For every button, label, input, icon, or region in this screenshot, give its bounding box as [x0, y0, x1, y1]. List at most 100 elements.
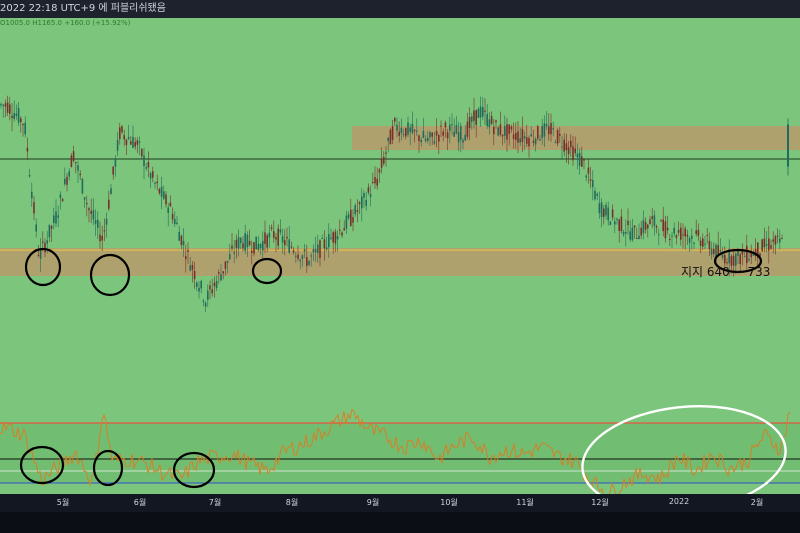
candle-body [644, 221, 647, 230]
candle-body [72, 151, 75, 161]
candle-body [301, 255, 304, 259]
price-low-circle [89, 253, 131, 297]
candle-body [288, 239, 290, 253]
candle-body [42, 241, 44, 243]
candle-body [629, 231, 631, 240]
candle-body [257, 243, 260, 251]
candle-body [354, 205, 356, 215]
candle-body [776, 235, 779, 237]
candle-body [145, 167, 147, 169]
candle-body [79, 173, 81, 176]
candle-body [528, 137, 530, 147]
x-tick-label: 7월 [208, 498, 222, 507]
candle-body [532, 141, 535, 143]
candle-body [750, 250, 752, 258]
candle-body [605, 204, 607, 216]
candle-body [515, 132, 517, 140]
candle-body [556, 129, 559, 144]
candle-body [702, 238, 704, 247]
candle-body [154, 182, 156, 184]
candle-body [182, 240, 185, 246]
candle-body [361, 196, 363, 209]
candle-body [237, 237, 240, 249]
candle-body [486, 114, 488, 126]
publish-info: 2022 22:18 UTC+9 에 퍼블리쉬됐음 [0, 3, 166, 14]
candle-body [508, 124, 510, 134]
candle-body [367, 187, 370, 193]
candle-body [116, 139, 119, 151]
candle-body [735, 253, 737, 266]
chart-area[interactable]: O1005.0 H1165.0 +160.0 (+15.92%) 지지 640 … [0, 18, 800, 512]
candle-body [431, 132, 433, 137]
candle-body [596, 193, 598, 196]
candle-body [2, 104, 4, 107]
candle-body [765, 244, 768, 246]
x-tick-label: 10월 [440, 498, 458, 507]
candle-body [334, 231, 337, 244]
candle-body [255, 236, 257, 250]
candle-body [112, 166, 114, 175]
candle-body [158, 189, 161, 194]
candle-body [385, 152, 387, 154]
candle-body [466, 121, 469, 137]
x-tick-label: 2022 [668, 497, 690, 506]
candle-body [275, 237, 277, 240]
candle-body [594, 191, 596, 200]
candle-body [517, 131, 519, 143]
price-low-circle [713, 248, 763, 274]
candle-body [739, 254, 741, 265]
candle-body [134, 141, 136, 147]
candle-body [565, 143, 568, 151]
candle-body [347, 214, 350, 219]
rsi-low-circle [172, 451, 216, 489]
candle-body [638, 235, 640, 240]
candle-body [743, 256, 746, 258]
candle-body [682, 234, 684, 236]
candle-body [757, 242, 759, 259]
candle-body [284, 240, 286, 246]
candle-body [4, 103, 7, 107]
candle-body [174, 218, 176, 225]
candle-body [581, 156, 583, 167]
candle-body [570, 140, 572, 148]
candle-body [53, 215, 55, 223]
candle-body [64, 178, 66, 185]
candle-body [479, 106, 482, 118]
candle-body [627, 220, 629, 226]
candle-body [114, 158, 117, 167]
candle-body [563, 139, 565, 152]
candle-body [391, 126, 394, 140]
candle-body [165, 194, 167, 205]
candle-body [235, 239, 238, 248]
candle-body [86, 203, 88, 205]
candle-body [356, 210, 359, 212]
candle-body [92, 210, 95, 220]
candle-body [68, 171, 70, 177]
candle-body [332, 232, 334, 243]
candle-body [442, 131, 444, 136]
candle-body [325, 247, 328, 250]
rsi-band-fill [0, 423, 800, 483]
candle-body [655, 226, 658, 228]
candle-body [526, 137, 528, 144]
candle-body [242, 243, 244, 249]
candle-body [662, 219, 664, 232]
candle-body [9, 104, 11, 114]
candle-body [103, 230, 106, 232]
candle-body [411, 123, 414, 133]
candle-body [752, 252, 755, 256]
candle-body [341, 232, 343, 236]
candle-body [55, 211, 57, 224]
candle-body [13, 113, 15, 120]
candle-body [251, 250, 253, 253]
candle-body [530, 134, 532, 137]
candle-body [473, 110, 475, 121]
candle-body [248, 240, 251, 246]
candle-body [559, 133, 561, 136]
candle-body [677, 229, 680, 233]
candle-body [273, 231, 275, 239]
candle-body [693, 242, 695, 244]
candle-body [433, 141, 436, 144]
candle-body [719, 249, 722, 252]
candle-body [589, 179, 592, 181]
